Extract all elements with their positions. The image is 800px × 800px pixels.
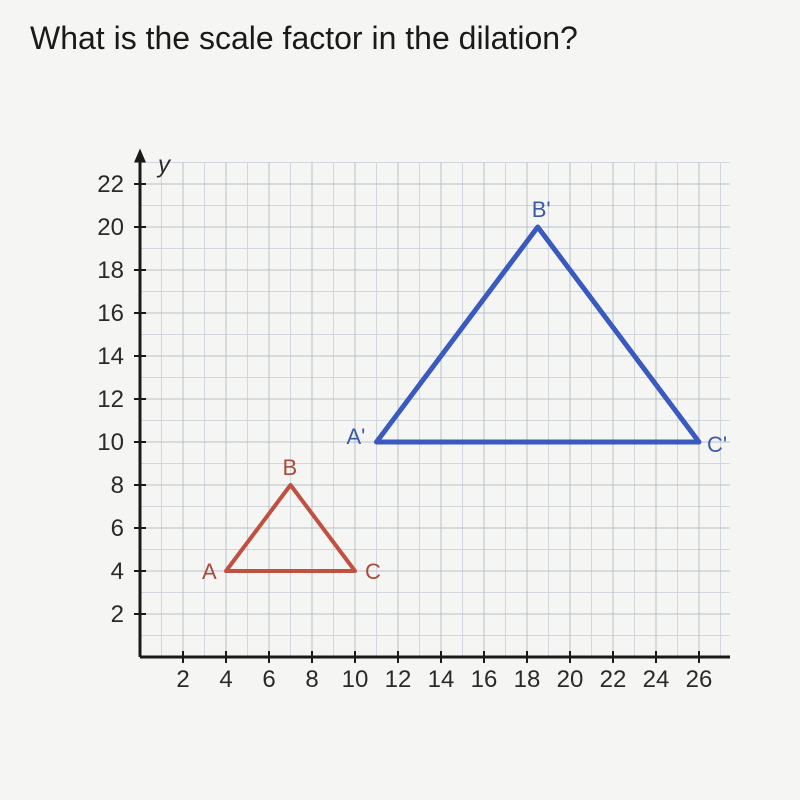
svg-text:12: 12 bbox=[97, 386, 124, 413]
svg-text:B: B bbox=[283, 455, 298, 480]
svg-text:2: 2 bbox=[176, 666, 189, 693]
svg-text:20: 20 bbox=[97, 214, 124, 241]
svg-text:A': A' bbox=[347, 424, 366, 449]
svg-text:6: 6 bbox=[262, 666, 275, 693]
svg-text:18: 18 bbox=[97, 257, 124, 284]
svg-text:B': B' bbox=[532, 197, 551, 222]
dilation-chart: 2468101214161820222426246810121416182022… bbox=[50, 97, 730, 717]
svg-text:24: 24 bbox=[643, 666, 670, 693]
svg-text:20: 20 bbox=[557, 666, 584, 693]
svg-text:C': C' bbox=[707, 432, 727, 457]
svg-text:8: 8 bbox=[305, 666, 318, 693]
svg-text:22: 22 bbox=[97, 171, 124, 198]
svg-text:A: A bbox=[202, 559, 217, 584]
svg-text:18: 18 bbox=[514, 666, 541, 693]
svg-text:C: C bbox=[365, 559, 381, 584]
svg-text:8: 8 bbox=[111, 472, 124, 499]
svg-text:16: 16 bbox=[471, 666, 498, 693]
svg-text:14: 14 bbox=[428, 666, 455, 693]
svg-text:2: 2 bbox=[111, 601, 124, 628]
svg-text:10: 10 bbox=[342, 666, 369, 693]
chart-svg: 2468101214161820222426246810121416182022… bbox=[50, 97, 730, 717]
svg-text:4: 4 bbox=[111, 558, 124, 585]
svg-text:14: 14 bbox=[97, 343, 124, 370]
question-text: What is the scale factor in the dilation… bbox=[30, 20, 770, 57]
svg-text:22: 22 bbox=[600, 666, 627, 693]
svg-text:26: 26 bbox=[686, 666, 713, 693]
svg-text:12: 12 bbox=[385, 666, 412, 693]
svg-text:10: 10 bbox=[97, 429, 124, 456]
svg-text:4: 4 bbox=[219, 666, 232, 693]
svg-text:16: 16 bbox=[97, 300, 124, 327]
svg-text:6: 6 bbox=[111, 515, 124, 542]
svg-text:y: y bbox=[156, 152, 172, 179]
